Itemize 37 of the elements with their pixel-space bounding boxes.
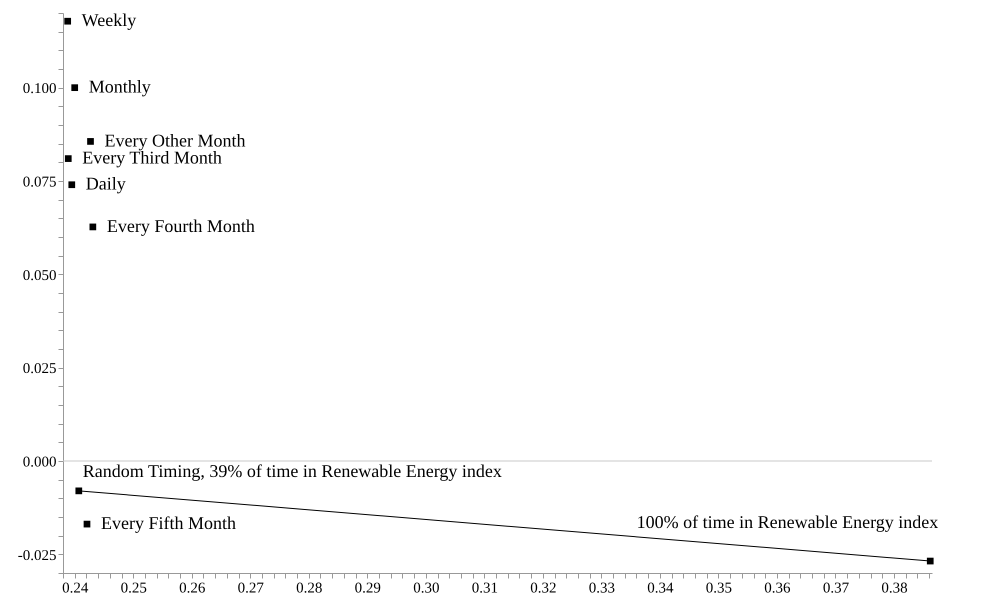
- y-tick-label: 0.025: [22, 361, 56, 378]
- point: [926, 558, 934, 564]
- x-tick-label: 0.24: [62, 580, 89, 596]
- y-tick-label: 0.100: [22, 81, 56, 98]
- x-tick-label: 0.30: [413, 580, 440, 596]
- x-tick-label: 0.33: [588, 580, 615, 596]
- y-tick-label: 0.075: [22, 174, 56, 190]
- point: [71, 84, 78, 92]
- x-tick-label: 0.31: [472, 580, 498, 596]
- x-tick-label: 0.37: [822, 580, 850, 596]
- point: [89, 224, 96, 230]
- x-tick-label: 0.34: [647, 580, 674, 596]
- point: [64, 18, 72, 25]
- series-label: Every Fourth Month: [106, 216, 255, 236]
- point: [87, 138, 94, 145]
- point: [64, 155, 72, 162]
- series-label: 100% of time in Renewable Energy index: [636, 512, 938, 532]
- series-label: Monthly: [88, 76, 151, 97]
- x-tick-label: 0.28: [296, 580, 322, 596]
- x-tick-label: 0.32: [530, 580, 556, 596]
- x-tick-label: 0.27: [238, 580, 264, 596]
- x-tick-label: 0.38: [881, 580, 908, 596]
- series-label: Daily: [86, 174, 126, 194]
- y-tick-label: 0.050: [22, 268, 56, 284]
- series-label: Weekly: [82, 10, 136, 30]
- x-tick-label: 0.29: [354, 580, 381, 596]
- point: [68, 181, 76, 188]
- y-tick-label: 0.000: [22, 454, 56, 470]
- y-tick-label: -0.025: [18, 548, 56, 564]
- series-label: Random Timing, 39% of time in Renewable Energy index: [82, 460, 502, 481]
- point: [84, 520, 90, 528]
- series-label: Every Other Month: [104, 130, 246, 150]
- x-tick-label: 0.35: [706, 580, 732, 596]
- series-label: Every Fifth Month: [100, 513, 236, 534]
- x-tick-label: 0.25: [120, 580, 147, 596]
- x-tick-label: 0.36: [764, 580, 792, 596]
- x-tick-label: 0.26: [179, 580, 206, 596]
